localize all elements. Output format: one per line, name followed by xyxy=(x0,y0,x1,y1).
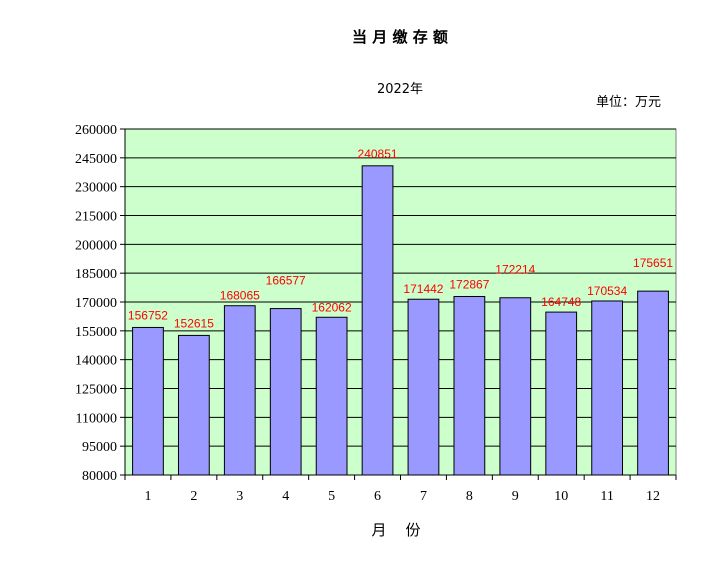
unit-note: 单位：万元 xyxy=(596,95,661,110)
bar xyxy=(315,316,348,476)
chart-title: 当 月 缴 存 额 xyxy=(352,28,448,46)
data-label: 170534 xyxy=(587,284,627,298)
bars xyxy=(132,165,669,476)
data-label: 240851 xyxy=(358,147,398,161)
y-tick-label: 260000 xyxy=(75,123,117,138)
bar xyxy=(223,305,256,476)
bar xyxy=(453,295,486,476)
y-tick-label: 80000 xyxy=(82,469,117,484)
bar xyxy=(637,290,669,476)
data-label: 152615 xyxy=(174,316,214,330)
chart-subtitle: 2022年 xyxy=(377,82,423,97)
data-label: 156752 xyxy=(128,308,168,322)
data-label: 164748 xyxy=(541,295,581,309)
y-tick-label: 110000 xyxy=(76,411,117,426)
x-tick-label: 4 xyxy=(282,489,289,504)
x-tick-label: 7 xyxy=(420,489,427,504)
x-tick-label: 1 xyxy=(144,489,151,504)
x-tick-label: 9 xyxy=(512,489,519,504)
data-label: 168065 xyxy=(220,289,260,303)
x-tick-label: 3 xyxy=(236,489,243,504)
y-tick-label: 185000 xyxy=(75,267,117,282)
x-tick-label: 8 xyxy=(466,489,473,504)
y-tick-label: 200000 xyxy=(75,238,117,253)
x-tick-label: 2 xyxy=(190,489,197,504)
data-label: 175651 xyxy=(633,256,673,270)
x-tick-label: 12 xyxy=(646,489,660,504)
y-tick-label: 230000 xyxy=(75,181,117,196)
y-tick-label: 125000 xyxy=(75,383,117,398)
bar xyxy=(591,300,624,476)
data-label: 162062 xyxy=(312,300,352,314)
y-tick-label: 140000 xyxy=(75,354,117,369)
x-tick-label: 5 xyxy=(328,489,335,504)
x-tick-label: 10 xyxy=(554,489,568,504)
data-label: 172867 xyxy=(449,277,489,291)
bar xyxy=(407,298,440,476)
data-label: 172214 xyxy=(495,263,535,277)
x-tick-label: 6 xyxy=(374,489,381,504)
gridlines xyxy=(125,128,676,447)
bar xyxy=(132,326,164,476)
data-label: 171442 xyxy=(403,282,443,296)
x-tick-label: 11 xyxy=(600,489,613,504)
y-axis-ticks: 80000 95000 110000 125000 140000 155000 170000… xyxy=(75,123,125,484)
bar xyxy=(269,308,302,476)
data-labels: 156752 152615 168065 166577 162062 240851 1714… xyxy=(128,147,673,331)
y-tick-label: 155000 xyxy=(75,325,117,340)
data-label: 166577 xyxy=(266,274,306,288)
y-tick-label: 95000 xyxy=(82,440,117,455)
bar xyxy=(177,334,210,476)
x-axis-title: 月 份 xyxy=(371,521,420,539)
bar xyxy=(361,165,394,476)
bar xyxy=(499,297,532,476)
bar xyxy=(545,311,578,476)
y-tick-label: 170000 xyxy=(75,296,117,311)
y-tick-label: 245000 xyxy=(75,152,117,167)
x-axis-ticks: 1 2 3 4 5 6 7 8 9 10 11 12 xyxy=(124,475,677,504)
y-tick-label: 215000 xyxy=(75,210,117,225)
